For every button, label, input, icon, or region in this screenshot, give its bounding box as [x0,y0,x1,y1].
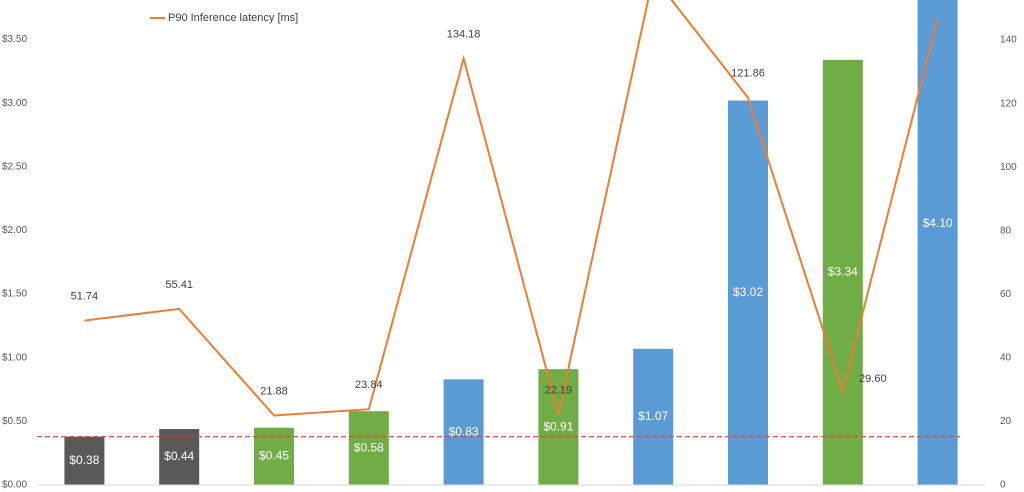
y-tick-label: $0.00 [2,480,27,491]
bar [822,59,863,485]
y-tick-label: $0.50 [2,416,27,427]
line-label: 29.60 [859,373,887,385]
line-label: 22.19 [545,384,573,396]
y2-tick-label: 60 [1000,289,1012,300]
bar [538,369,579,485]
y-tick-label: $3.50 [2,34,27,45]
legend-label: P90 Inference latency [ms] [168,12,298,24]
bar [443,379,484,485]
bar-label: $0.83 [449,424,479,438]
y2-tick-label: 20 [1000,416,1012,427]
y-tick-label: $2.00 [2,225,27,236]
bar [917,0,958,485]
y2-tick-label: 140 [1000,35,1017,46]
y-tick-label: $2.50 [2,161,27,172]
bar-label: $4.10 [923,216,953,230]
line-label: 121.86 [731,68,765,80]
y2-tick-label: 100 [1000,162,1017,173]
bar [348,411,389,485]
y-tick-label: $1.00 [2,352,27,363]
bar [728,100,768,485]
plot-area: $0.38 $0.44 $0.45 $0.58 $0.83 $0.91 $1.07 $3.02… [64,0,958,485]
y-tick-label: $1.50 [2,289,27,300]
y2-tick-label: 0 [1000,480,1006,491]
bar-label: $0.38 [69,453,99,467]
bar-label: $0.45 [259,449,289,463]
bar-label: $0.58 [354,440,384,454]
y2-tick-label: 80 [1000,225,1012,236]
y2-tick-label: 120 [1000,98,1017,109]
line-label: 23.84 [355,379,383,391]
bar-label: $0.44 [164,449,194,463]
y2-tick-label: 40 [1000,353,1012,364]
line-label: 51.74 [71,290,99,302]
line-label: 134.18 [447,28,481,40]
bar [159,428,200,485]
line [84,0,939,417]
bar [633,348,674,485]
y-tick-label: $3.00 [2,98,27,109]
bar [64,436,105,485]
line-label: 21.88 [260,385,288,397]
bar [254,427,294,485]
bar-label: $3.34 [828,265,858,279]
line-label: 55.41 [165,279,193,291]
bar-label: $0.91 [543,419,573,433]
bar-label: $1.07 [638,409,668,423]
bar-label: $3.02 [733,285,763,299]
